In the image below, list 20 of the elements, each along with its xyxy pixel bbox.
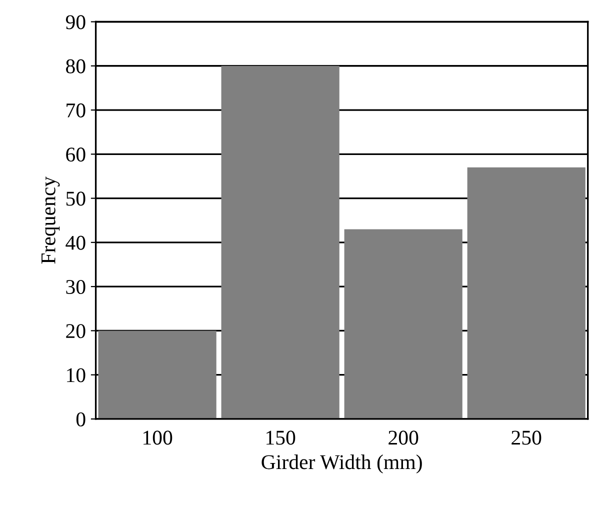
bar: [467, 167, 586, 419]
y-tick-label: 40: [66, 236, 86, 250]
y-tick-label: 0: [76, 412, 86, 426]
bar: [98, 330, 216, 419]
bar: [344, 229, 462, 419]
x-tick-label: 200: [388, 430, 418, 445]
y-tick-label: 10: [67, 368, 86, 382]
x-tick-label: 250: [512, 430, 542, 445]
y-tick-label: 50: [66, 192, 86, 206]
y-tick-label: 20: [66, 324, 86, 338]
y-tick-label: 90: [66, 15, 86, 30]
y-tick-label: 30: [66, 280, 86, 294]
y-axis-title: Frequency: [42, 176, 60, 264]
y-tick-label: 70: [66, 103, 86, 118]
y-tick-label: 60: [66, 148, 86, 162]
x-axis-title: Girder Width (mm): [262, 454, 422, 474]
x-tick-label: 150: [266, 430, 296, 445]
x-tick-label: 100: [144, 430, 172, 445]
bar: [221, 66, 340, 419]
y-tick-label: 80: [66, 59, 86, 74]
